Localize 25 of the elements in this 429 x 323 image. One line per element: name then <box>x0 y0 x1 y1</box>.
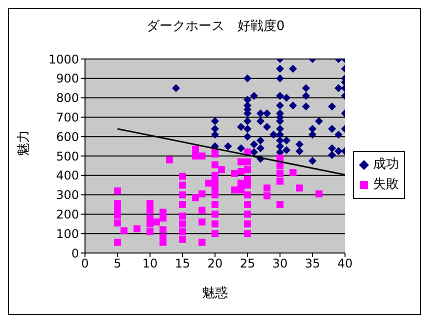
y-tick-label: 300 <box>56 188 79 202</box>
y-tick-label: 900 <box>56 72 79 86</box>
y-tick-label: 800 <box>56 91 79 106</box>
legend-label: 成功 <box>373 156 399 174</box>
x-tick-label: 35 <box>304 256 320 271</box>
x-tick-label: 30 <box>272 256 288 271</box>
x-tick-label: 10 <box>142 256 158 271</box>
x-tick-label: 40 <box>337 256 353 271</box>
y-tick-label: 400 <box>56 168 79 183</box>
x-tick-label: 5 <box>114 256 122 271</box>
y-tick-label: 0 <box>71 246 79 260</box>
y-tick-label: 200 <box>56 207 79 222</box>
chart-title: ダークホース 好戦度0 <box>145 18 286 35</box>
x-tick-label: 15 <box>174 256 190 271</box>
y-tick-label: 600 <box>56 130 79 144</box>
x-tick-label: 25 <box>240 256 256 271</box>
x-tick-label: 0 <box>81 256 89 271</box>
y-tick-label: 500 <box>56 149 79 164</box>
x-axis-title: 魅惑 <box>202 286 228 301</box>
x-tick-label: 20 <box>207 256 223 271</box>
y-tick-label: 700 <box>56 110 79 124</box>
y-tick-label: 100 <box>56 226 79 241</box>
legend-label: 失敗 <box>373 176 399 194</box>
y-tick-label: 1000 <box>48 52 79 66</box>
y-axis-title: 魅力 <box>16 130 32 156</box>
